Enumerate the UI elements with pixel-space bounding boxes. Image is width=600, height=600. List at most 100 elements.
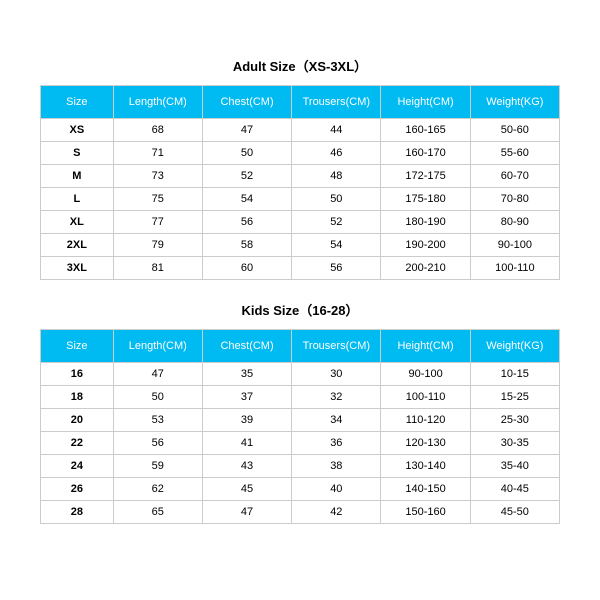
adult-size-table: Size Length(CM) Chest(CM) Trousers(CM) H… [40,85,560,280]
col-header: Size [41,86,114,119]
value-cell: 75 [113,188,202,211]
value-cell: 100-110 [470,257,559,280]
kids-title: Kids Size（16-28） [40,300,560,319]
size-cell: XS [41,119,114,142]
col-header: Height(CM) [381,330,470,363]
table-row: 26624540140-15040-45 [41,478,560,501]
value-cell: 45-50 [470,501,559,524]
size-cell: 28 [41,501,114,524]
col-header: Trousers(CM) [292,330,381,363]
value-cell: 30-35 [470,432,559,455]
value-cell: 56 [113,432,202,455]
value-cell: 100-110 [381,386,470,409]
adult-title: Adult Size（XS-3XL） [40,56,560,75]
value-cell: 68 [113,119,202,142]
value-cell: 50 [202,142,291,165]
value-cell: 45 [202,478,291,501]
value-cell: 62 [113,478,202,501]
table-row: 3XL816056200-210100-110 [41,257,560,280]
value-cell: 65 [113,501,202,524]
kids-header-row: Size Length(CM) Chest(CM) Trousers(CM) H… [41,330,560,363]
size-cell: 26 [41,478,114,501]
value-cell: 90-100 [470,234,559,257]
table-row: M735248172-17560-70 [41,165,560,188]
value-cell: 40 [292,478,381,501]
value-cell: 110-120 [381,409,470,432]
kids-size-section: Kids Size（16-28） Size Length(CM) Chest(C… [40,300,560,524]
col-header: Trousers(CM) [292,86,381,119]
value-cell: 80-90 [470,211,559,234]
value-cell: 56 [202,211,291,234]
value-cell: 54 [202,188,291,211]
value-cell: 172-175 [381,165,470,188]
value-cell: 48 [292,165,381,188]
size-cell: 22 [41,432,114,455]
value-cell: 150-160 [381,501,470,524]
adult-size-section: Adult Size（XS-3XL） Size Length(CM) Chest… [40,56,560,280]
value-cell: 47 [113,363,202,386]
size-cell: M [41,165,114,188]
value-cell: 53 [113,409,202,432]
size-cell: 16 [41,363,114,386]
value-cell: 30 [292,363,381,386]
value-cell: 37 [202,386,291,409]
value-cell: 175-180 [381,188,470,211]
value-cell: 15-25 [470,386,559,409]
value-cell: 79 [113,234,202,257]
value-cell: 50-60 [470,119,559,142]
kids-size-table: Size Length(CM) Chest(CM) Trousers(CM) H… [40,329,560,524]
value-cell: 77 [113,211,202,234]
value-cell: 47 [202,501,291,524]
value-cell: 43 [202,455,291,478]
size-cell: XL [41,211,114,234]
value-cell: 38 [292,455,381,478]
col-header: Chest(CM) [202,86,291,119]
value-cell: 180-190 [381,211,470,234]
value-cell: 73 [113,165,202,188]
value-cell: 35 [202,363,291,386]
value-cell: 32 [292,386,381,409]
value-cell: 58 [202,234,291,257]
col-header: Length(CM) [113,86,202,119]
size-cell: L [41,188,114,211]
table-row: S715046160-17055-60 [41,142,560,165]
value-cell: 46 [292,142,381,165]
value-cell: 50 [113,386,202,409]
value-cell: 90-100 [381,363,470,386]
size-cell: S [41,142,114,165]
size-cell: 18 [41,386,114,409]
table-row: 24594338130-14035-40 [41,455,560,478]
value-cell: 36 [292,432,381,455]
table-row: 1647353090-10010-15 [41,363,560,386]
value-cell: 200-210 [381,257,470,280]
value-cell: 41 [202,432,291,455]
value-cell: 47 [202,119,291,142]
value-cell: 34 [292,409,381,432]
value-cell: 52 [202,165,291,188]
value-cell: 35-40 [470,455,559,478]
value-cell: 55-60 [470,142,559,165]
value-cell: 71 [113,142,202,165]
col-header: Chest(CM) [202,330,291,363]
value-cell: 44 [292,119,381,142]
value-cell: 56 [292,257,381,280]
adult-header-row: Size Length(CM) Chest(CM) Trousers(CM) H… [41,86,560,119]
value-cell: 25-30 [470,409,559,432]
table-row: 18503732100-11015-25 [41,386,560,409]
value-cell: 70-80 [470,188,559,211]
size-cell: 24 [41,455,114,478]
table-row: XL775652180-19080-90 [41,211,560,234]
table-row: 20533934110-12025-30 [41,409,560,432]
value-cell: 190-200 [381,234,470,257]
table-row: 2XL795854190-20090-100 [41,234,560,257]
size-cell: 2XL [41,234,114,257]
value-cell: 39 [202,409,291,432]
size-cell: 20 [41,409,114,432]
size-cell: 3XL [41,257,114,280]
value-cell: 54 [292,234,381,257]
value-cell: 81 [113,257,202,280]
table-row: XS684744160-16550-60 [41,119,560,142]
value-cell: 10-15 [470,363,559,386]
col-header: Weight(KG) [470,86,559,119]
value-cell: 42 [292,501,381,524]
